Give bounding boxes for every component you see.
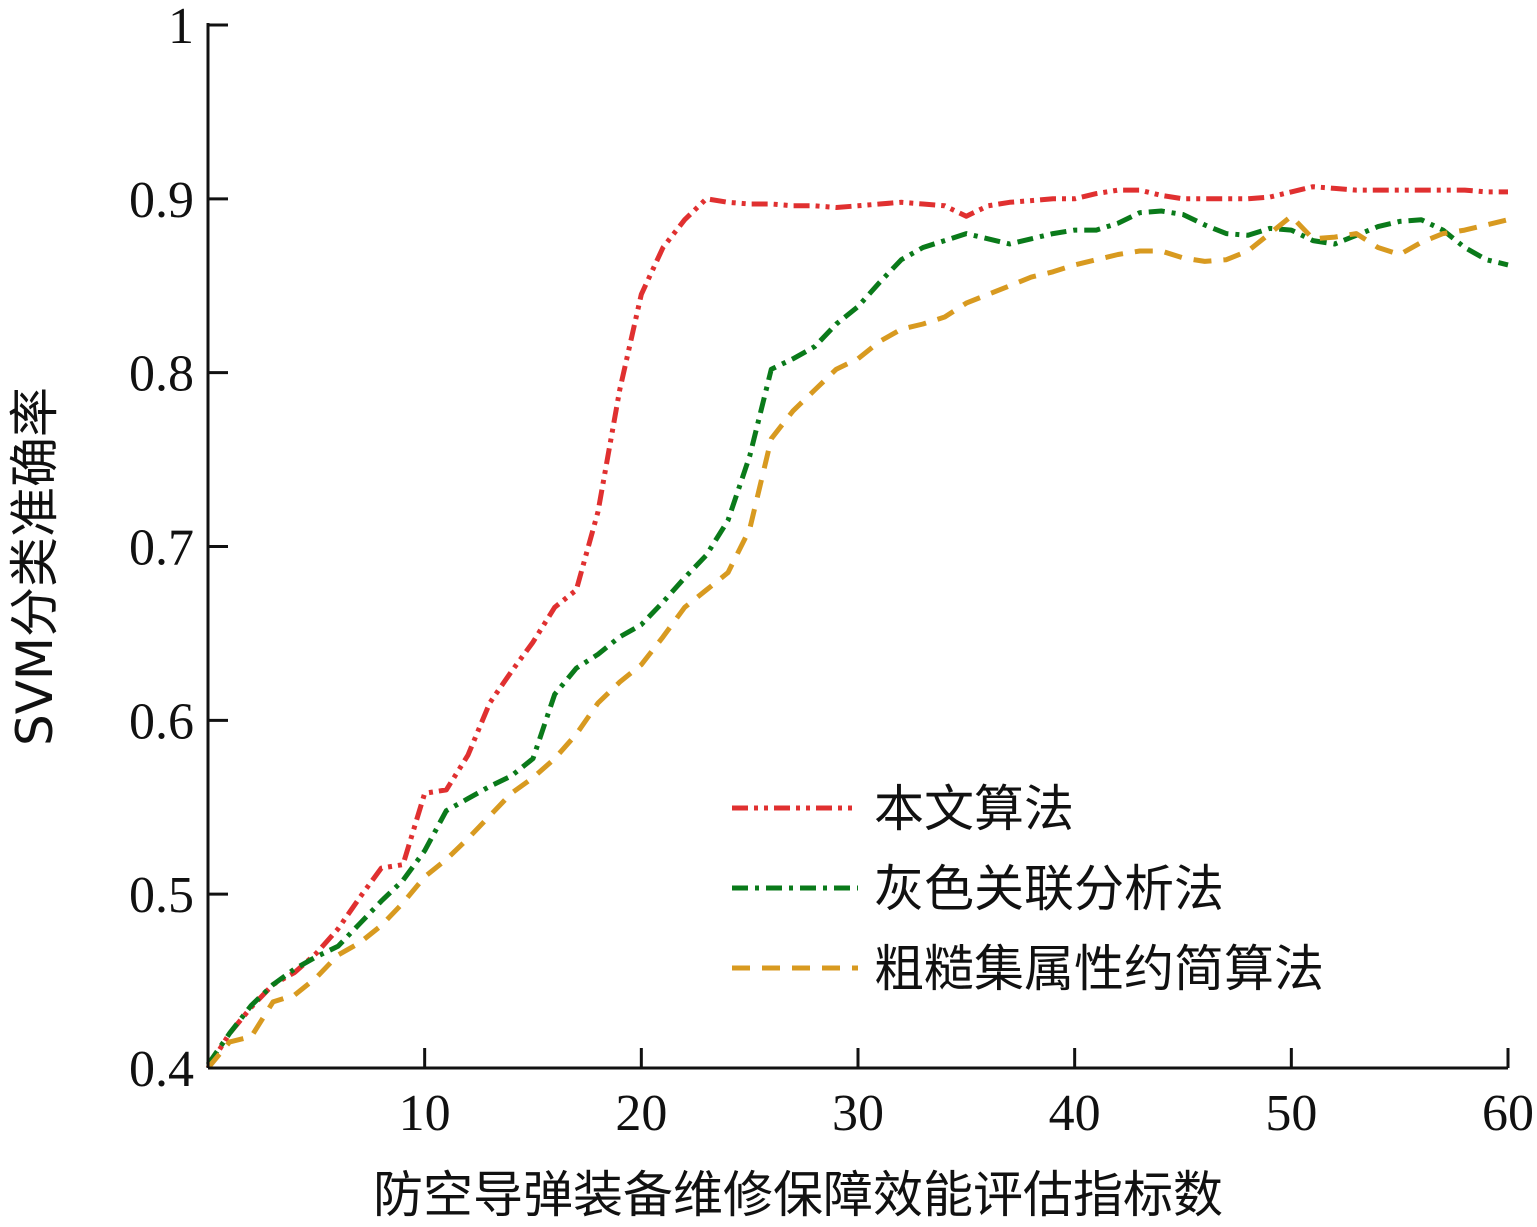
x-tick-label: 40 xyxy=(1049,1085,1101,1142)
x-axis-label: 防空导弹装备维修保障效能评估指标数 xyxy=(373,1166,1223,1224)
legend-label-3: 粗糙集属性约简算法 xyxy=(874,940,1324,998)
y-tick-label: 1 xyxy=(168,0,194,55)
x-tick-label: 30 xyxy=(832,1085,884,1142)
y-axis-label: SVM分类准确率 xyxy=(6,387,64,746)
x-tick-label: 20 xyxy=(615,1085,667,1142)
y-tick-label: 0.9 xyxy=(129,172,194,229)
series-layer xyxy=(205,184,1509,1070)
legend-label-2: 灰色关联分析法 xyxy=(874,860,1224,918)
series-line-2 xyxy=(205,208,1509,1066)
y-tick-label: 0.5 xyxy=(129,867,194,924)
x-tick-label: 50 xyxy=(1265,1085,1317,1142)
y-tick-label: 0.7 xyxy=(129,520,194,577)
series-line-1 xyxy=(205,184,1508,1070)
ticks: 0.4 0.5 0.6 0.7 0.8 0.9 1 10 20 30 40 50 60 xyxy=(129,0,1534,1142)
x-tick-label: 10 xyxy=(399,1085,451,1142)
legend-label-1: 本文算法 xyxy=(874,780,1074,838)
axes xyxy=(206,23,1508,1070)
x-tick-label: 60 xyxy=(1482,1085,1534,1142)
y-tick-label: 0.6 xyxy=(129,693,194,750)
y-tick-label: 0.4 xyxy=(129,1041,194,1098)
y-tick-label: 0.8 xyxy=(129,346,194,403)
